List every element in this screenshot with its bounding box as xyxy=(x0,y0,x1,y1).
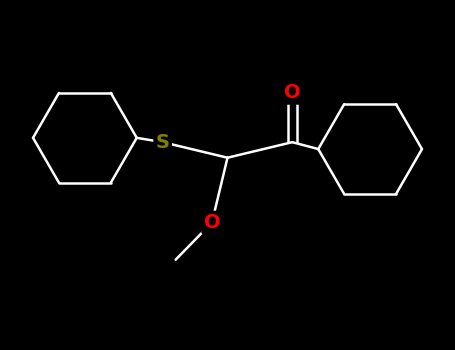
Text: O: O xyxy=(284,83,301,103)
Text: O: O xyxy=(204,213,220,232)
Text: S: S xyxy=(156,133,170,152)
